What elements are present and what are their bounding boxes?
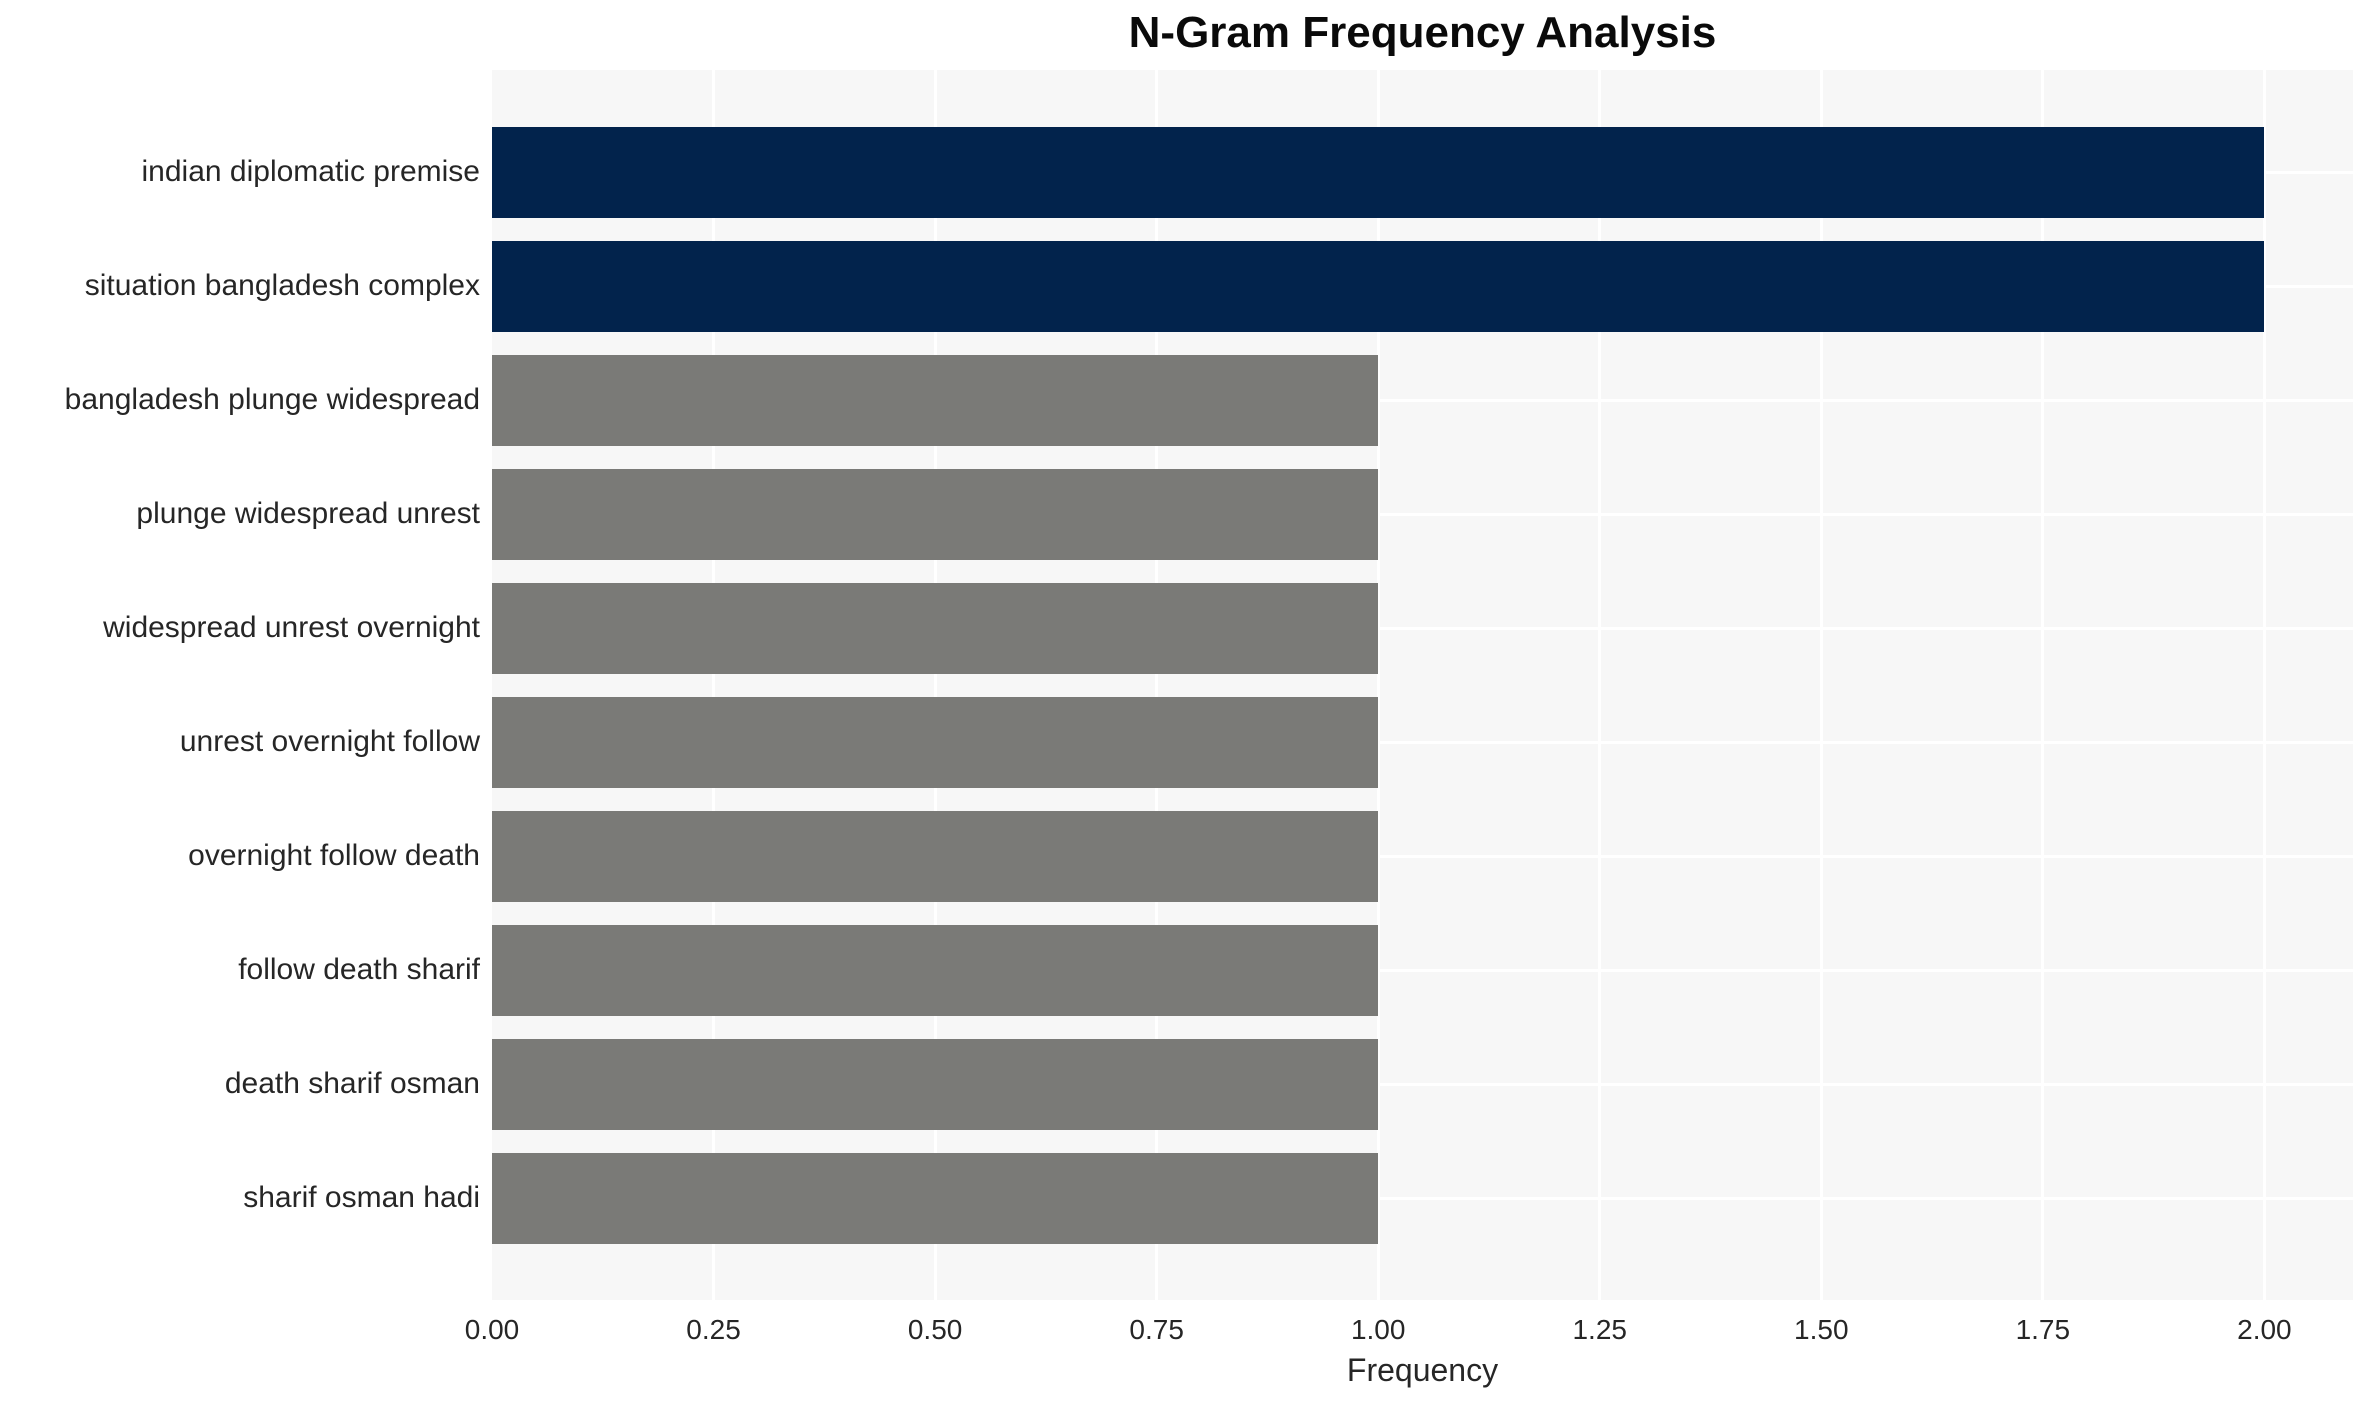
bar-follow-death-sharif <box>492 924 1379 1016</box>
category-label: overnight follow death <box>188 839 480 872</box>
horizontal-gridline <box>492 512 2353 516</box>
bar-row <box>492 229 2353 343</box>
bar-row <box>492 685 2353 799</box>
x-tick-label: 2.00 <box>2237 1314 2292 1345</box>
x-tick-label: 0.00 <box>464 1314 520 1345</box>
plot-area <box>492 70 2353 1300</box>
bar-row <box>492 1141 2353 1255</box>
bar-row <box>492 115 2353 229</box>
bar-row <box>492 799 2353 913</box>
y-label-row: indian diplomatic premise <box>0 115 492 229</box>
bar-plunge-widespread-unrest <box>492 468 1379 560</box>
horizontal-gridline <box>492 1196 2353 1200</box>
y-label-row: overnight follow death <box>0 799 492 913</box>
x-tick-label: 0.75 <box>1129 1314 1184 1345</box>
horizontal-gridline <box>492 1082 2353 1086</box>
x-tick-label: 1.00 <box>1350 1314 1406 1345</box>
vertical-gridline <box>933 70 937 1300</box>
vertical-gridline <box>1819 70 1823 1300</box>
horizontal-gridline <box>492 968 2353 972</box>
bar-overnight-follow-death <box>492 810 1379 902</box>
vertical-gridline <box>2041 70 2045 1300</box>
vertical-gridline <box>1155 70 1159 1300</box>
bar-sharif-osman-hadi <box>492 1152 1379 1244</box>
category-label: widespread unrest overnight <box>103 611 480 644</box>
category-label: sharif osman hadi <box>243 1181 480 1214</box>
horizontal-gridline <box>492 740 2353 744</box>
bar-row <box>492 913 2353 1027</box>
bar-unrest-overnight-follow <box>492 696 1379 788</box>
y-label-row: bangladesh plunge widespread <box>0 343 492 457</box>
bar-row <box>492 1027 2353 1141</box>
category-label: indian diplomatic premise <box>141 155 481 188</box>
bar-bangladesh-plunge-widespread <box>492 354 1379 446</box>
vertical-gridline <box>712 70 716 1300</box>
category-label: situation bangladesh complex <box>84 269 480 302</box>
category-label: unrest overnight follow <box>179 725 480 758</box>
y-label-row: situation bangladesh complex <box>0 229 492 343</box>
y-label-row: death sharif osman <box>0 1027 492 1141</box>
vertical-gridline <box>2262 70 2266 1300</box>
x-axis-label: Frequency <box>1346 1352 1499 1388</box>
x-tick-label: 1.50 <box>1794 1314 1849 1345</box>
bar-widespread-unrest-overnight <box>492 582 1379 674</box>
y-axis-labels: indian diplomatic premise situation bangl… <box>0 70 492 1300</box>
y-label-row: widespread unrest overnight <box>0 571 492 685</box>
bar-indian-diplomatic-premise <box>492 126 2265 218</box>
category-label: bangladesh plunge widespread <box>64 383 480 416</box>
bar-row <box>492 457 2353 571</box>
bar-situation-bangladesh-complex <box>492 240 2265 332</box>
category-label: follow death sharif <box>238 953 480 986</box>
x-tick-label: 0.50 <box>907 1314 963 1345</box>
y-label-row: sharif osman hadi <box>0 1141 492 1255</box>
x-tick-label: 1.25 <box>1572 1314 1627 1345</box>
horizontal-gridline <box>492 854 2353 858</box>
bar-row <box>492 343 2353 457</box>
bar-row <box>492 571 2353 685</box>
vertical-gridline <box>1598 70 1602 1300</box>
vertical-gridline <box>1376 70 1380 1300</box>
chart-title: N-Gram Frequency Analysis <box>1128 8 1717 57</box>
category-label: death sharif osman <box>224 1067 480 1100</box>
y-label-row: unrest overnight follow <box>0 685 492 799</box>
bar-death-sharif-osman <box>492 1038 1379 1130</box>
y-label-row: plunge widespread unrest <box>0 457 492 571</box>
horizontal-gridline <box>492 398 2353 402</box>
x-axis-ticks: 0.00 0.25 0.50 0.75 1.00 1.25 1.50 1.75 2.00 <box>465 1310 2353 1350</box>
x-tick-label: 1.75 <box>2015 1314 2071 1345</box>
bars-container <box>492 70 2353 1300</box>
category-label: plunge widespread unrest <box>136 497 480 530</box>
y-label-row: follow death sharif <box>0 913 492 1027</box>
x-tick-label: 0.25 <box>686 1314 741 1345</box>
horizontal-gridline <box>492 626 2353 630</box>
